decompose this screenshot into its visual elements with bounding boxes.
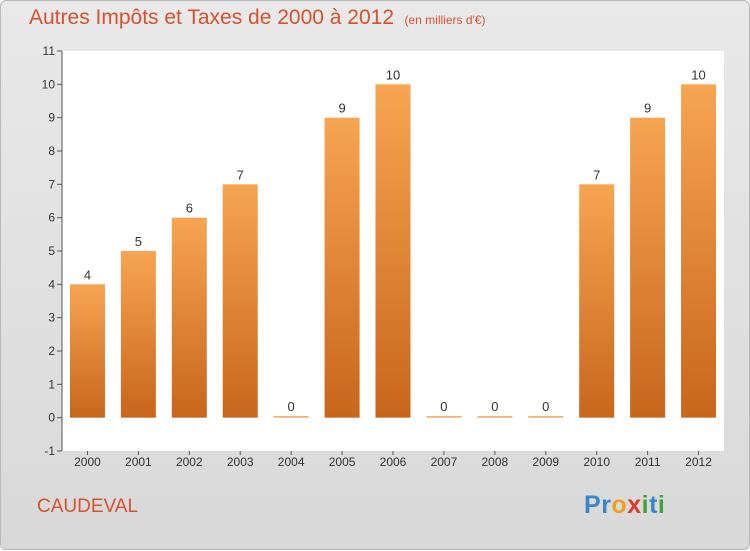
bar <box>171 217 207 418</box>
data-label: 4 <box>84 267 91 282</box>
chart-subtitle: (en milliers d'€) <box>404 13 486 27</box>
x-tick-label: 2006 <box>380 455 407 469</box>
y-tick-label: 5 <box>48 244 55 258</box>
logo-letter: t <box>649 491 658 519</box>
data-label: 0 <box>440 399 447 414</box>
bar <box>426 416 462 418</box>
y-tick-label: 10 <box>42 77 56 91</box>
x-tick-label: 2004 <box>278 455 305 469</box>
x-tick-label: 2010 <box>583 455 610 469</box>
bar <box>375 84 411 418</box>
logo-letter: i <box>657 491 666 519</box>
logo-letter: o <box>611 491 628 519</box>
logo-letter: r <box>601 491 612 519</box>
x-tick-label: 2003 <box>227 455 254 469</box>
bar <box>630 117 666 418</box>
y-tick-label: 3 <box>48 311 55 325</box>
value-labels: 4 5 6 7 0 9 10 0 0 0 7 9 10 <box>84 67 706 414</box>
bar <box>69 284 105 418</box>
x-tick-label: 2005 <box>329 455 356 469</box>
data-label: 5 <box>135 234 142 249</box>
y-tick-label: 11 <box>43 44 56 58</box>
data-label: 10 <box>691 67 705 82</box>
data-label: 9 <box>644 101 651 116</box>
y-axis: -1 0 1 2 3 4 5 6 7 8 9 10 11 <box>42 44 62 458</box>
bar <box>222 184 258 418</box>
x-tick-label: 2012 <box>685 455 712 469</box>
bar <box>579 184 615 418</box>
bar <box>324 117 360 418</box>
x-tick-label: 2002 <box>176 455 203 469</box>
data-label: 0 <box>542 399 549 414</box>
data-label: 7 <box>593 167 600 182</box>
data-label: 0 <box>288 399 295 414</box>
bar <box>477 416 513 418</box>
proxiti-logo[interactable]: Proxiti <box>584 491 665 520</box>
logo-letter: P <box>584 491 602 519</box>
logo-letter: x <box>627 491 642 519</box>
title-row: Autres Impôts et Taxes de 2000 à 2012 (e… <box>29 6 485 30</box>
y-tick-label: 2 <box>48 344 55 358</box>
data-label: 6 <box>186 201 193 216</box>
data-label: 0 <box>491 399 498 414</box>
chart-title: Autres Impôts et Taxes de 2000 à 2012 <box>29 6 395 29</box>
data-label: 9 <box>338 101 345 116</box>
y-tick-label: 9 <box>48 111 55 125</box>
logo-letter: i <box>641 491 650 519</box>
y-tick-label: 7 <box>48 177 55 191</box>
commune-name: CAUDEVAL <box>37 496 139 517</box>
x-tick-label: 2000 <box>74 455 101 469</box>
y-tick-label: 1 <box>48 377 55 391</box>
x-tick-label: 2001 <box>125 455 152 469</box>
bar <box>681 84 717 418</box>
x-tick-label: 2011 <box>635 455 661 469</box>
x-tick-label: 2008 <box>481 455 508 469</box>
bars <box>69 84 717 418</box>
y-tick-label: 6 <box>48 211 55 225</box>
bar <box>120 251 156 418</box>
data-label: 10 <box>386 67 400 82</box>
data-label: 7 <box>237 167 244 182</box>
bar <box>273 416 309 418</box>
y-tick-label: 0 <box>48 411 55 425</box>
y-tick-label: 4 <box>48 277 55 291</box>
x-tick-label: 2009 <box>532 455 559 469</box>
y-tick-label: -1 <box>44 444 55 458</box>
y-tick-label: 8 <box>48 144 55 158</box>
bar <box>528 416 564 418</box>
x-axis: 2000 2001 2002 2003 2004 2005 2006 2007 2008 2009… <box>74 451 712 469</box>
x-tick-label: 2007 <box>431 455 458 469</box>
